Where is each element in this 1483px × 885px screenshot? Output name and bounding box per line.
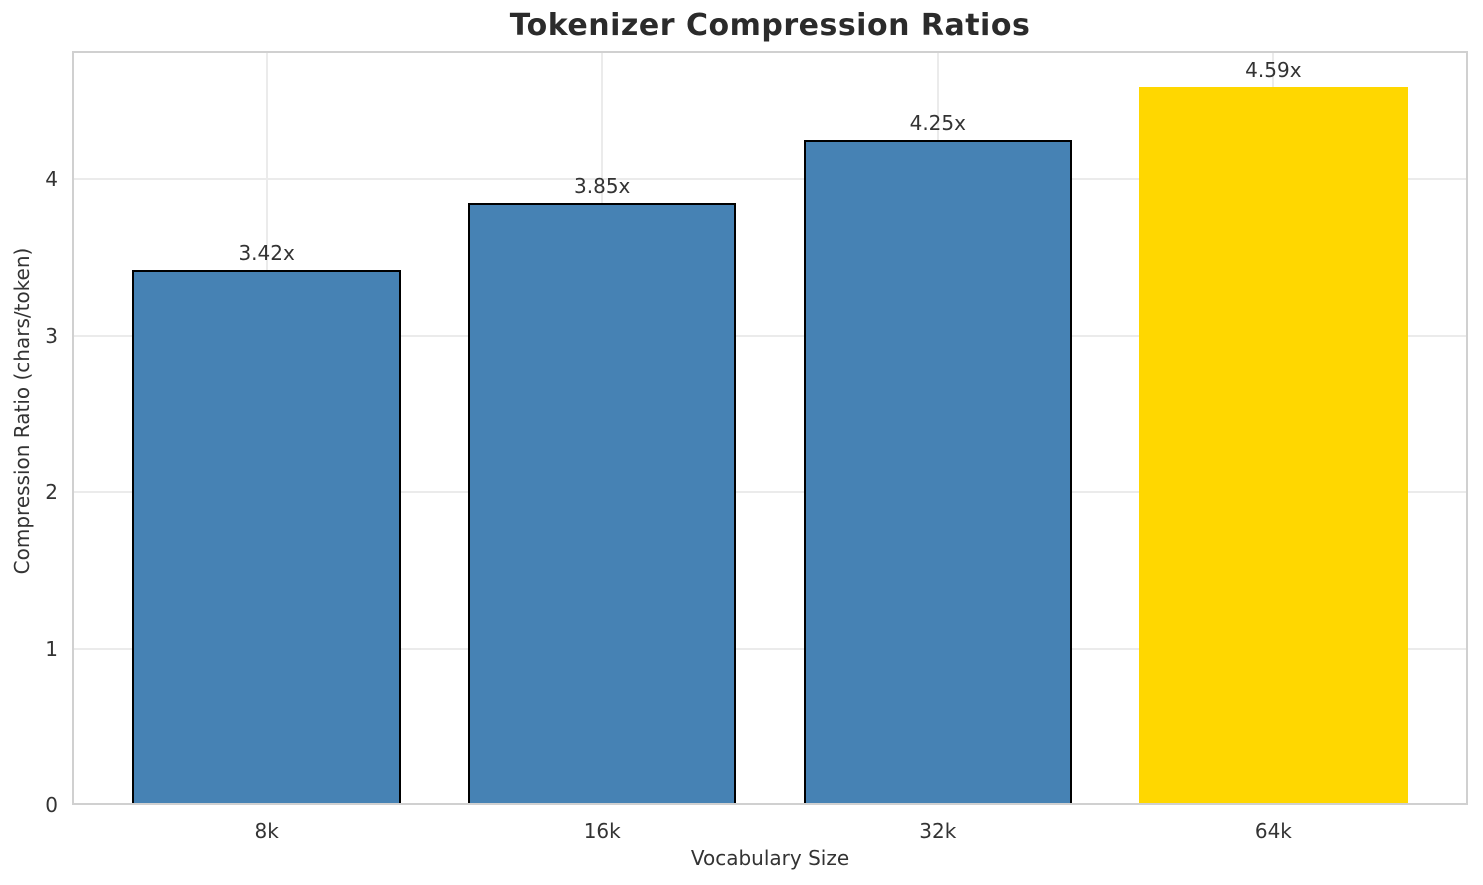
gridline-horizontal bbox=[72, 647, 1468, 650]
bar-16k bbox=[467, 202, 737, 805]
y-tick-label: 0 bbox=[45, 793, 58, 817]
bar-value-label: 3.42x bbox=[238, 241, 295, 266]
bar-32k bbox=[803, 140, 1072, 805]
bar-value-label: 4.25x bbox=[909, 111, 966, 136]
y-axis-label: Compression Ratio (chars/token) bbox=[10, 247, 34, 575]
x-tick-label: 64k bbox=[1254, 819, 1292, 843]
x-axis-label: Vocabulary Size bbox=[690, 846, 850, 870]
y-tick-label: 3 bbox=[45, 323, 58, 348]
gridline-horizontal bbox=[72, 334, 1468, 337]
y-tick-label: 2 bbox=[45, 480, 58, 505]
y-tick-label: 1 bbox=[45, 636, 58, 661]
chart-title: Tokenizer Compression Ratios bbox=[509, 8, 1031, 43]
gridline-horizontal bbox=[72, 491, 1468, 494]
bar-value-label: 4.59x bbox=[1245, 57, 1302, 82]
bar-8k bbox=[132, 270, 401, 805]
x-tick-label: 32k bbox=[919, 819, 957, 843]
x-tick-label: 16k bbox=[583, 819, 621, 843]
y-tick-label: 4 bbox=[45, 167, 58, 192]
plot-area: 3.42x 3.85x 4.25x 4.59x bbox=[72, 51, 1468, 805]
bar-64k bbox=[1139, 86, 1408, 805]
bar-value-label: 3.85x bbox=[574, 173, 631, 198]
gridline-horizontal bbox=[72, 178, 1468, 181]
x-tick-label: 8k bbox=[254, 819, 279, 843]
